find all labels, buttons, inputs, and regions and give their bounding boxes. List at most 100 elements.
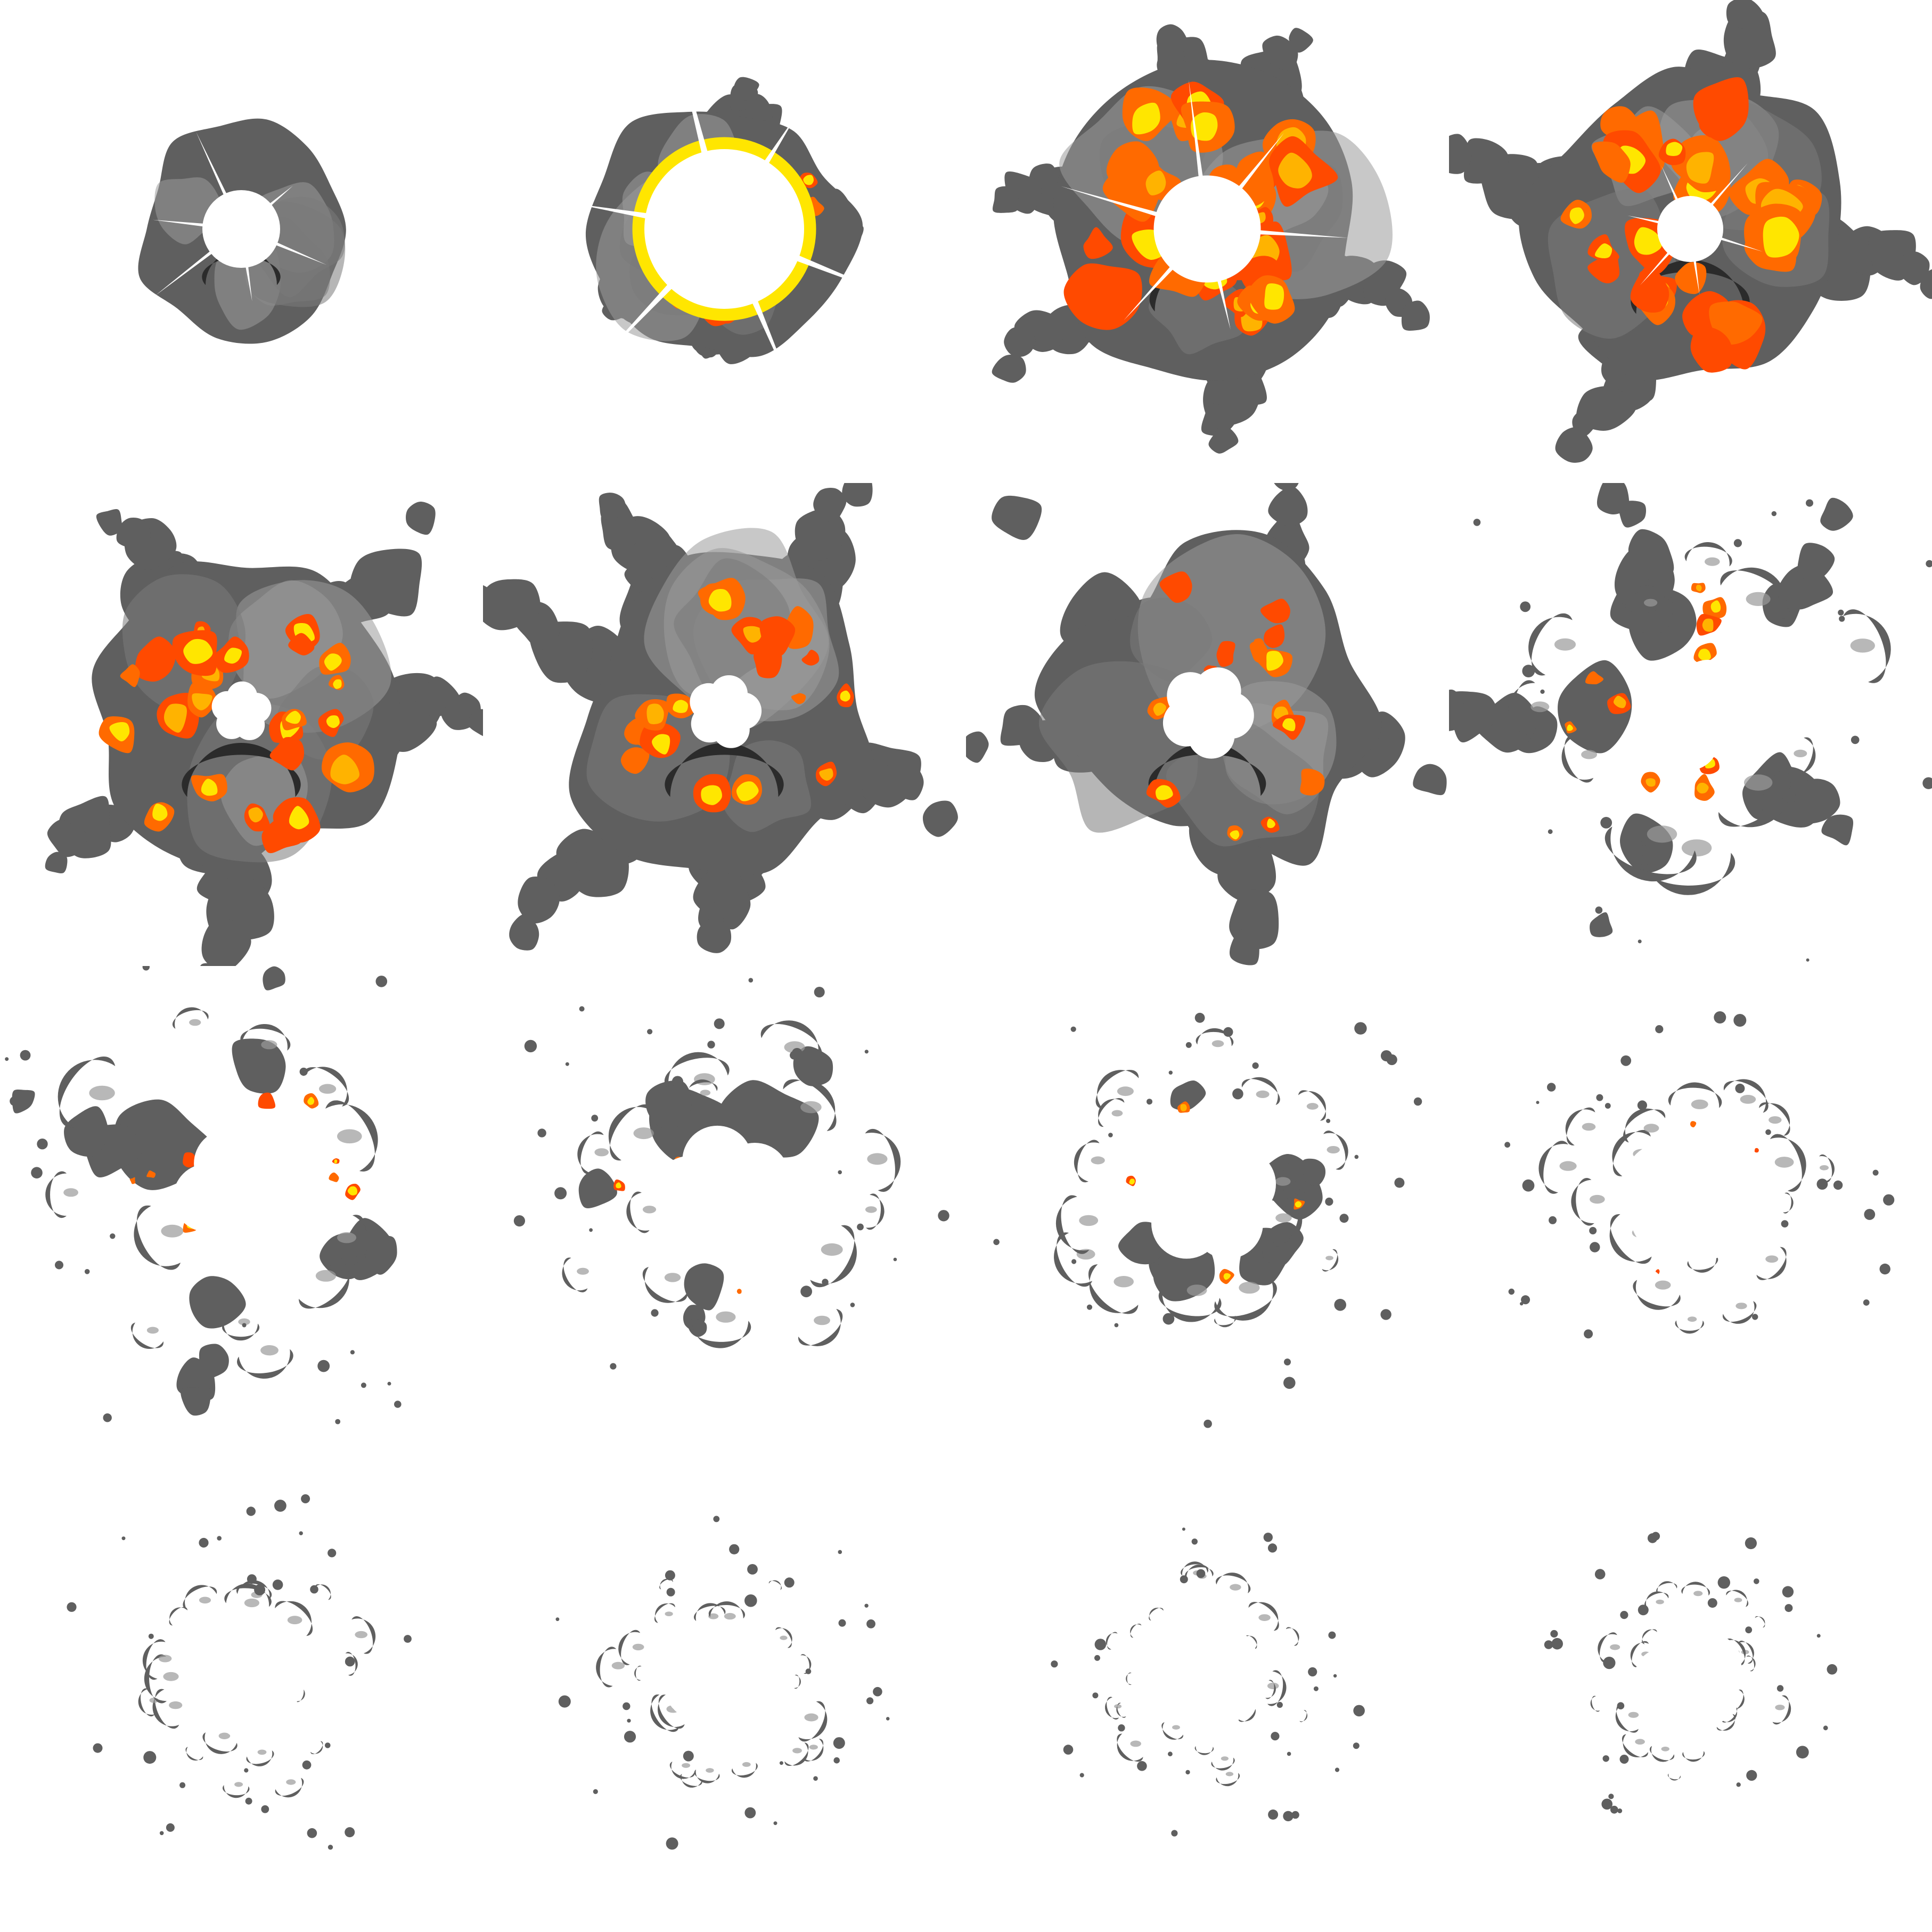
fire-core — [819, 768, 833, 781]
explosion-frame-2-sprite — [575, 34, 898, 396]
fire-core — [1763, 216, 1799, 258]
debris-particle — [299, 1067, 308, 1076]
explosion-frame-13 — [0, 1449, 483, 1932]
debris-particle — [1092, 1692, 1099, 1699]
debris-particle — [838, 1170, 842, 1175]
debris-particle — [713, 1516, 720, 1522]
smoke-fragment-highlight — [792, 1748, 802, 1754]
fire-patch — [1063, 263, 1142, 330]
smoke-fragment — [810, 1225, 857, 1288]
debris-particle — [1590, 1242, 1600, 1252]
smoke-tendril — [1797, 543, 1835, 581]
smoke-fragment-highlight — [163, 1672, 179, 1681]
smoke-tendril — [1401, 300, 1430, 331]
smoke-fragment — [1756, 1247, 1787, 1280]
debris-particle — [822, 1279, 829, 1286]
debris-particle — [1267, 1543, 1278, 1553]
smoke-fragment-highlight — [1275, 1177, 1291, 1186]
smoke-tendril — [734, 77, 759, 101]
smoke-fragment-highlight — [1267, 1682, 1279, 1690]
smoke-fragment-highlight — [642, 1206, 657, 1214]
smoke-fragment — [1675, 1320, 1704, 1334]
fire-core — [1696, 782, 1709, 794]
debris-particle — [1839, 616, 1845, 622]
smoke-fragment-highlight — [1769, 1116, 1782, 1124]
debris-particle — [784, 1577, 795, 1588]
smoke-fragment-highlight — [632, 1643, 644, 1651]
debris-particle — [1353, 1705, 1365, 1717]
smoke-fragment — [222, 1323, 260, 1341]
debris-particle — [833, 1737, 845, 1749]
debris-particle — [791, 1047, 803, 1059]
smoke-fragment — [1055, 1195, 1090, 1254]
smoke-tendril — [96, 509, 122, 536]
smoke-fragment — [183, 1585, 217, 1610]
flash-ray — [261, 236, 327, 265]
debris-particle — [1185, 1770, 1190, 1775]
smoke-fragment — [1241, 1077, 1280, 1106]
smoke-tendril — [793, 1046, 833, 1086]
fire-core — [1155, 785, 1173, 800]
flash-ray — [739, 271, 795, 396]
debris-particle — [55, 1260, 63, 1270]
debris-particle — [524, 1039, 537, 1053]
debris-particle — [1504, 1142, 1510, 1148]
smoke-tendril — [116, 517, 151, 550]
smoke-fragment — [1612, 1129, 1651, 1176]
center-hole — [216, 1677, 281, 1741]
smoke-tendril — [1413, 764, 1447, 796]
debris-particle — [1584, 1329, 1593, 1339]
smoke-tendril — [645, 1080, 692, 1129]
smoke-fragment — [1615, 1704, 1639, 1733]
smoke-fragment — [1723, 1079, 1769, 1113]
smoke-tendril — [1004, 326, 1036, 357]
debris-particle — [1086, 1304, 1093, 1310]
smoke-fragment-highlight — [577, 1267, 589, 1275]
smoke-fragment — [1074, 1140, 1100, 1183]
smoke-fragment-highlight — [1774, 1157, 1794, 1168]
debris-particle — [1784, 601, 1792, 609]
smoke-fragment-highlight — [169, 1701, 183, 1709]
smoke-tendril — [200, 963, 218, 966]
debris-particle — [1745, 1626, 1753, 1634]
debris-particle — [142, 966, 150, 971]
fire-core — [1698, 649, 1711, 661]
smoke-tendril — [1000, 705, 1043, 746]
smoke-fragment — [865, 1128, 901, 1192]
debris-particle — [1520, 1302, 1524, 1306]
debris-particle — [1550, 1630, 1558, 1638]
debris-particle — [1548, 829, 1553, 834]
fire-core — [330, 755, 359, 784]
debris-particle — [254, 1584, 266, 1595]
fire-core — [1132, 102, 1160, 135]
smoke-tendril — [1217, 832, 1276, 902]
fire-core — [192, 693, 212, 710]
debris-particle — [1063, 1745, 1074, 1755]
smoke-fragment-highlight — [1239, 1281, 1260, 1294]
smoke-tendril — [406, 502, 436, 535]
debris-particle — [1617, 1702, 1625, 1709]
center-hole — [1688, 692, 1747, 751]
smoke-fragment — [1843, 609, 1891, 683]
smoke-fragment — [330, 1215, 369, 1271]
explosion-frame-12-canvas — [1504, 1011, 1895, 1339]
smoke-fragment — [1819, 1154, 1835, 1183]
explosion-frame-13-canvas — [67, 1494, 412, 1850]
debris-particle — [1806, 499, 1813, 507]
smoke-tendril — [518, 876, 560, 924]
flash-ray — [1124, 251, 1188, 321]
explosion-frame-14 — [483, 1449, 966, 1932]
smoke-fragment-highlight — [1554, 638, 1576, 651]
debris-particle — [350, 1350, 355, 1355]
debris-particle — [623, 1702, 631, 1710]
debris-particle — [1733, 1014, 1747, 1027]
smoke-fragment-highlight — [337, 1129, 362, 1144]
smoke-fragment-highlight — [238, 1318, 250, 1325]
smoke-tendril — [992, 495, 1042, 540]
smoke-fragment — [1726, 1590, 1749, 1607]
debris-particle — [1521, 1295, 1530, 1305]
smoke-fragment — [634, 1665, 642, 1681]
smoke-fragment — [1682, 1751, 1705, 1762]
fire-core — [1567, 724, 1573, 731]
debris-particle — [84, 1269, 90, 1274]
